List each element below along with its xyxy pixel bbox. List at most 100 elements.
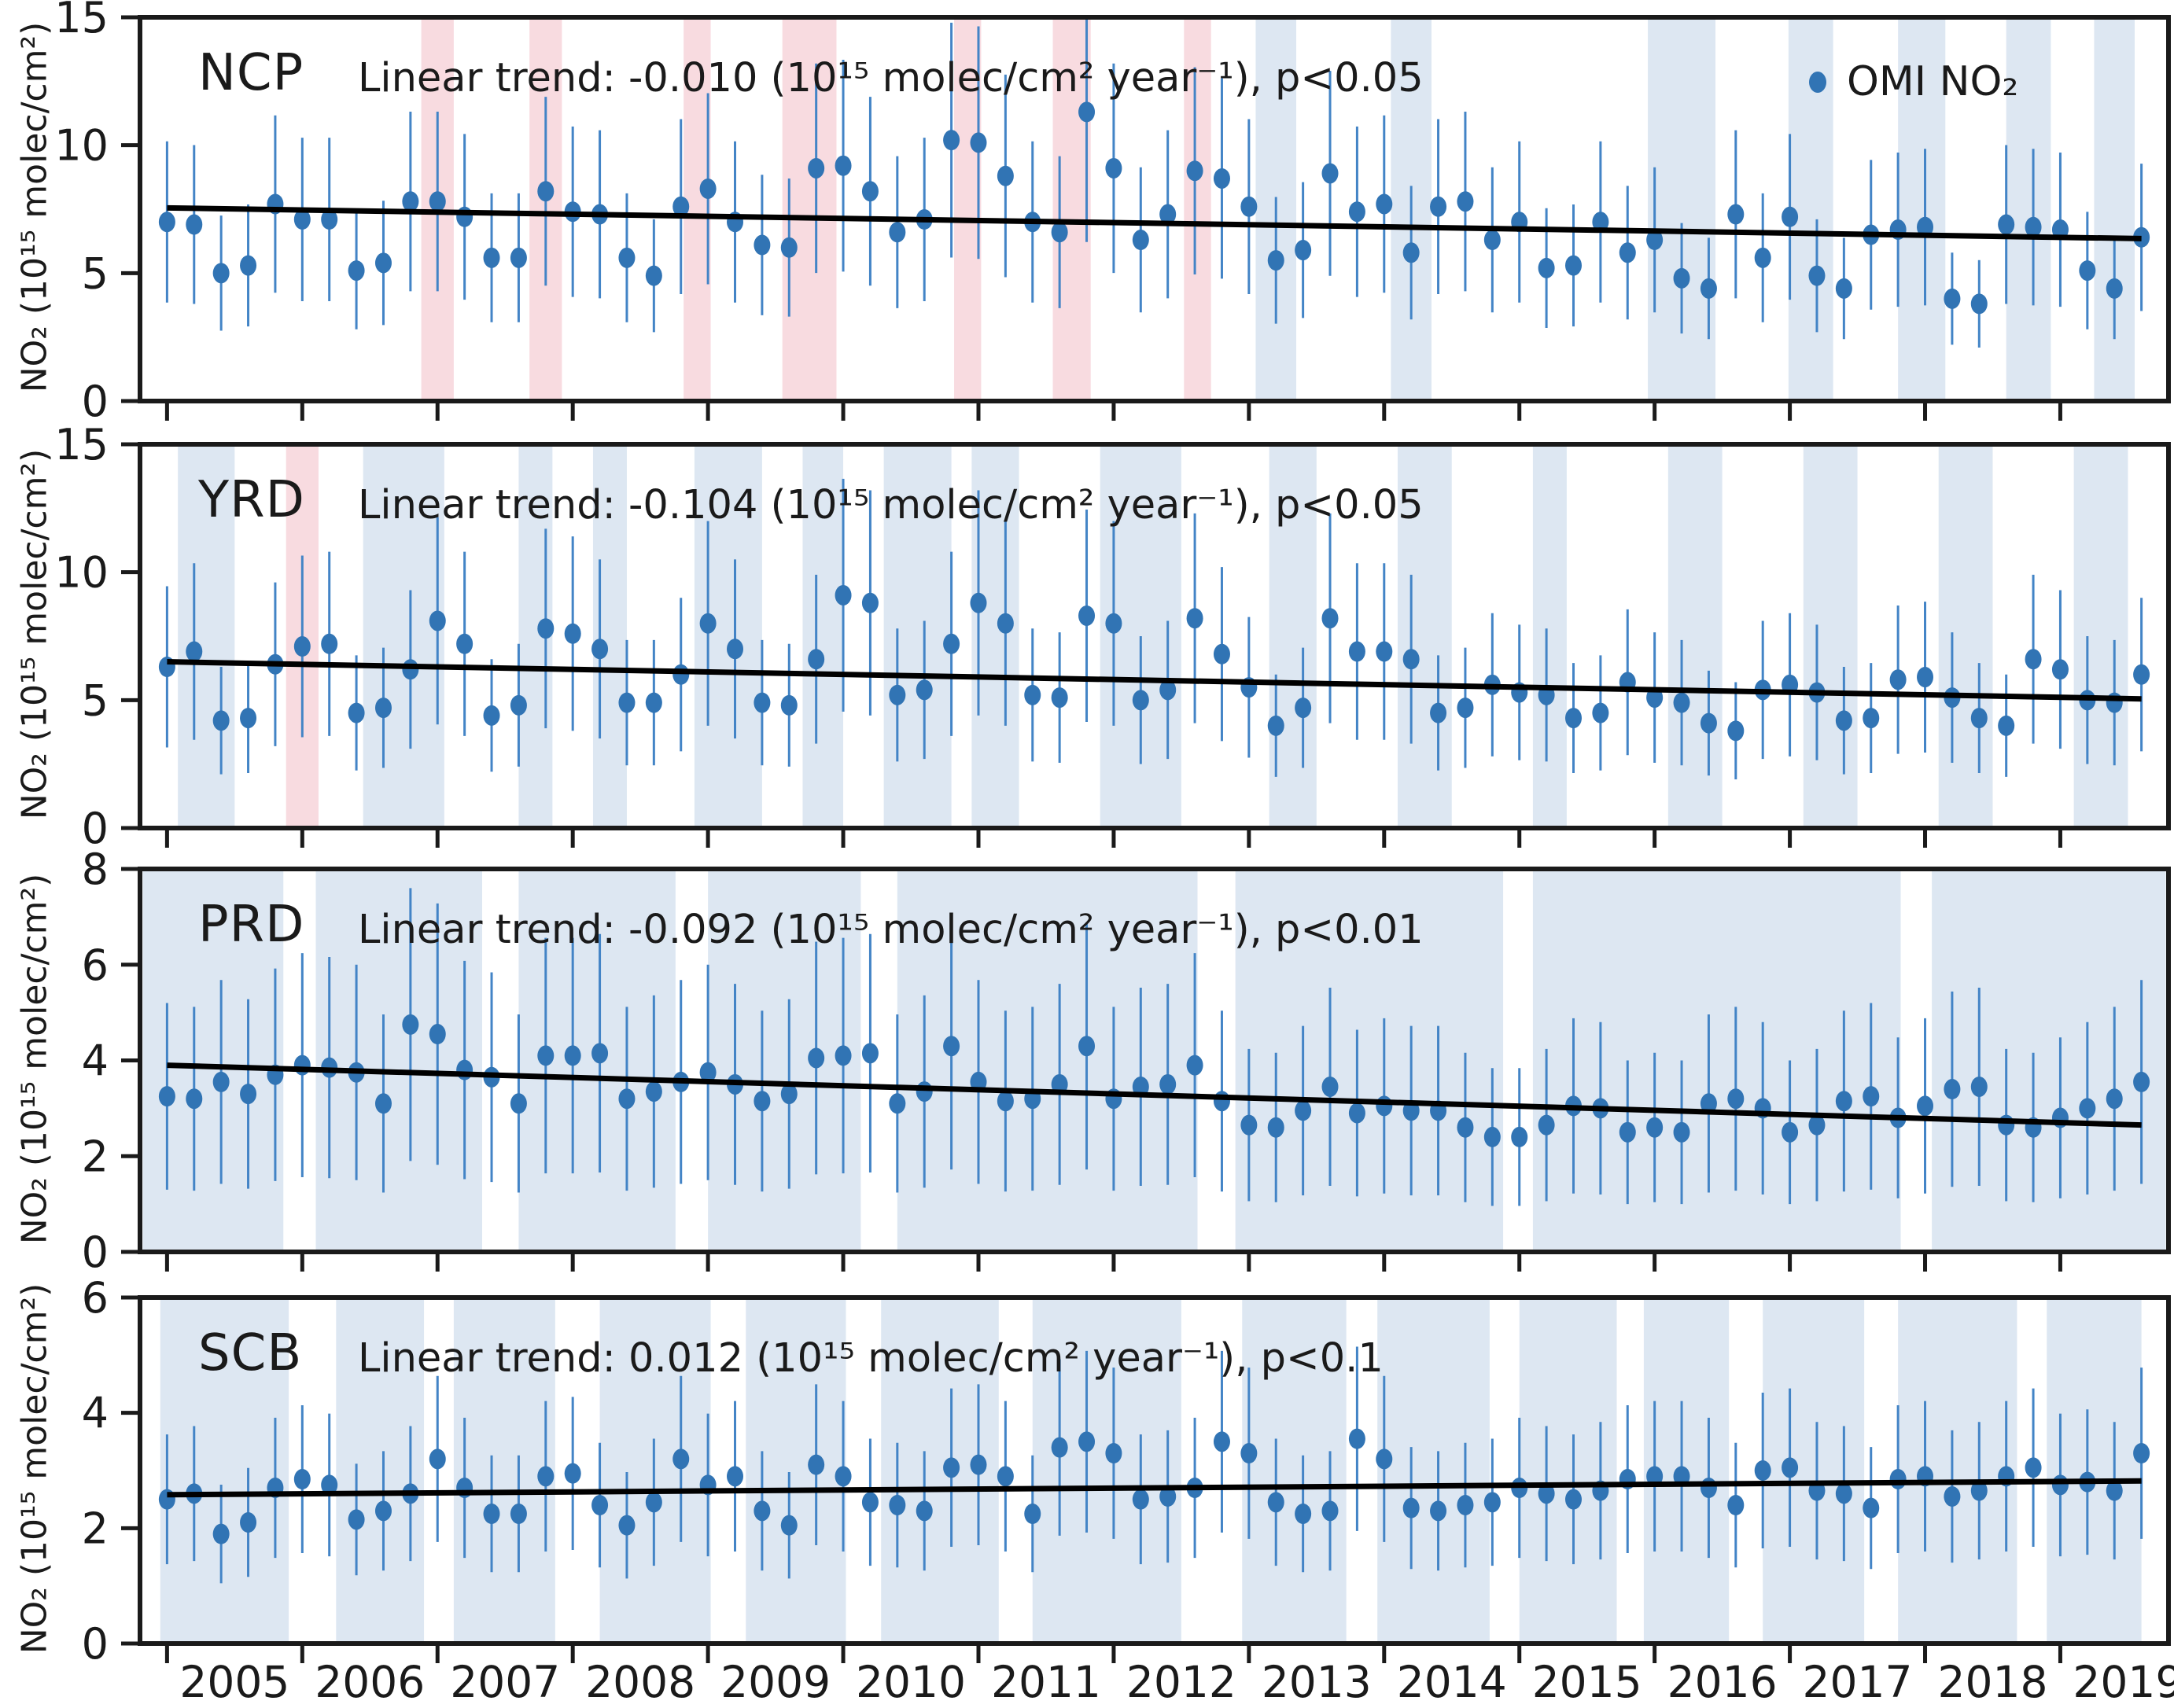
data-point xyxy=(1564,1489,1582,1510)
data-point xyxy=(754,692,771,713)
data-point xyxy=(1754,1460,1771,1481)
data-point xyxy=(1970,293,1988,315)
data-point xyxy=(1998,214,2015,235)
data-point xyxy=(374,698,392,719)
data-point xyxy=(618,1088,636,1110)
band-blue xyxy=(708,869,861,1252)
data-point xyxy=(618,247,636,268)
data-point xyxy=(1267,1117,1284,1138)
panel-title-ncp: NCP xyxy=(198,44,304,102)
band-pink xyxy=(782,17,837,401)
data-point xyxy=(1295,1504,1312,1524)
data-point xyxy=(1727,1495,1745,1515)
band-pink xyxy=(1184,17,1211,401)
band-pink xyxy=(954,17,982,401)
data-point xyxy=(835,155,852,176)
data-point xyxy=(808,1047,825,1069)
panel-title-prd: PRD xyxy=(198,896,305,954)
data-point xyxy=(916,1500,933,1522)
data-point xyxy=(1646,230,1664,251)
data-point xyxy=(212,263,230,284)
data-point xyxy=(1646,1117,1664,1138)
data-point xyxy=(2133,1443,2150,1463)
data-point xyxy=(1700,712,1717,734)
data-point xyxy=(510,247,527,268)
data-point xyxy=(158,1086,175,1107)
data-point xyxy=(861,592,879,613)
band-blue xyxy=(1377,1298,1490,1644)
band-blue xyxy=(2047,1298,2142,1644)
band-blue xyxy=(2006,17,2051,401)
data-point xyxy=(456,633,473,654)
data-point xyxy=(1159,204,1177,225)
y-tick-label: 0 xyxy=(82,804,109,853)
data-point xyxy=(1835,278,1852,299)
data-point xyxy=(1267,715,1284,736)
data-point xyxy=(1105,157,1122,179)
band-blue xyxy=(363,444,444,828)
data-point xyxy=(1863,1086,1880,1107)
data-point xyxy=(1402,1497,1420,1518)
legend-label: OMI NO₂ xyxy=(1847,58,2019,105)
data-point xyxy=(997,1466,1014,1487)
panel-title-scb: SCB xyxy=(198,1324,303,1382)
data-point xyxy=(1295,240,1312,261)
data-point xyxy=(943,1457,960,1478)
data-point xyxy=(889,684,906,705)
data-point xyxy=(591,639,609,660)
data-point xyxy=(321,1474,338,1496)
panel-plot-yrd xyxy=(158,444,2150,828)
data-point xyxy=(780,694,798,716)
data-point xyxy=(1240,1443,1258,1463)
y-tick-label: 0 xyxy=(82,1619,109,1669)
x-tick-label: 2012 xyxy=(1126,1657,1236,1707)
data-point xyxy=(1213,1091,1230,1112)
data-point xyxy=(645,692,662,713)
data-point xyxy=(537,1466,555,1487)
data-point xyxy=(997,613,1014,634)
data-point xyxy=(1186,1055,1203,1076)
data-point xyxy=(2106,278,2123,299)
data-point xyxy=(321,633,338,654)
y-tick-label: 4 xyxy=(82,1389,109,1438)
panel-plot-prd xyxy=(142,869,2166,1252)
y-tick-label: 5 xyxy=(82,675,109,725)
data-point xyxy=(537,181,555,202)
y-tick-label: 4 xyxy=(82,1036,109,1086)
data-point xyxy=(1430,1500,1447,1522)
trend-annotation-prd: Linear trend: -0.092 (10¹⁵ molec/cm² yea… xyxy=(358,907,1424,953)
data-point xyxy=(1646,1466,1664,1487)
band-blue xyxy=(2073,444,2128,828)
data-point xyxy=(943,1036,960,1057)
x-tick-label: 2005 xyxy=(179,1657,289,1707)
data-point xyxy=(1267,250,1284,271)
y-tick-label: 15 xyxy=(54,0,109,42)
data-point xyxy=(429,1024,446,1045)
data-point xyxy=(2051,659,2069,680)
data-point xyxy=(186,214,203,235)
x-tick-label: 2016 xyxy=(1667,1657,1778,1707)
data-point xyxy=(1159,1486,1177,1507)
band-blue xyxy=(694,444,762,828)
data-point xyxy=(1376,641,1393,662)
data-point xyxy=(483,247,500,268)
data-point xyxy=(1348,641,1365,662)
data-point xyxy=(754,234,771,256)
y-tick-label: 5 xyxy=(82,248,109,298)
data-point xyxy=(1998,1114,2015,1136)
data-point xyxy=(727,639,744,660)
data-point xyxy=(1105,613,1122,634)
panel-frame xyxy=(138,867,2171,1254)
band-blue xyxy=(1519,1298,1617,1644)
data-point xyxy=(564,623,581,644)
data-point xyxy=(1376,1448,1393,1470)
x-tick-label: 2010 xyxy=(856,1657,966,1707)
data-point xyxy=(1213,643,1230,664)
y-tick-label: 6 xyxy=(82,941,109,990)
data-point xyxy=(240,1512,257,1533)
x-tick-label: 2015 xyxy=(1532,1657,1642,1707)
data-point xyxy=(1213,1431,1230,1452)
data-point xyxy=(1348,201,1365,223)
data-point xyxy=(2025,216,2042,237)
